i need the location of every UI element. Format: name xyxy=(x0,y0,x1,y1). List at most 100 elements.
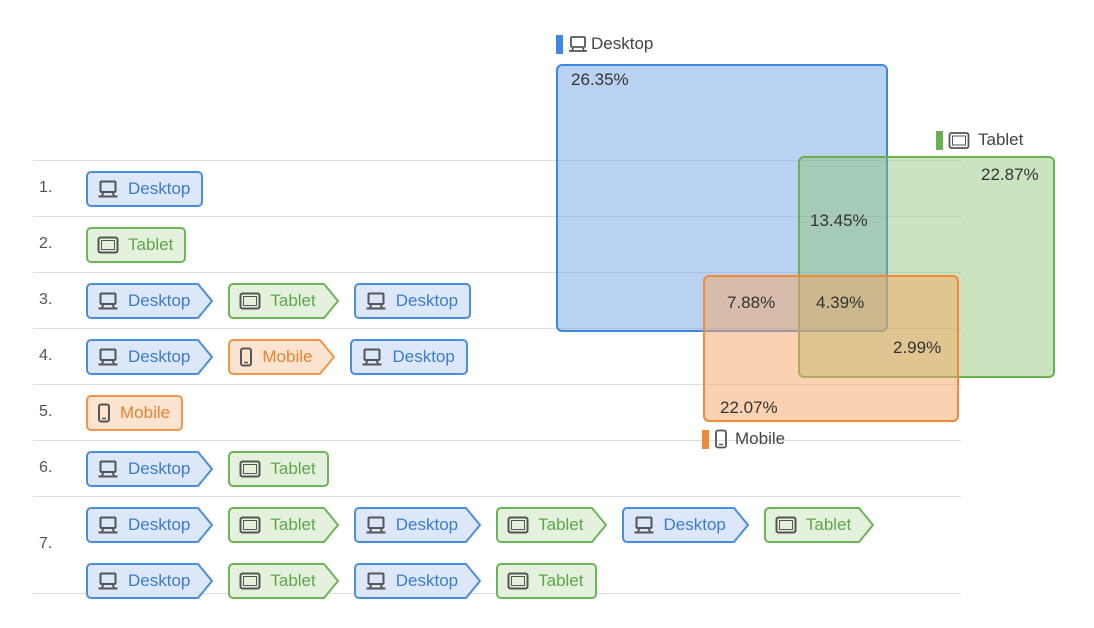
path-step-tablet[interactable]: Tablet xyxy=(496,507,607,543)
path-row-number: 4. xyxy=(39,346,53,364)
path-steps: Desktop Tablet Desktop Tablet Desktop Tablet D… xyxy=(86,507,956,599)
path-step-tablet[interactable]: Tablet xyxy=(228,283,339,319)
tablet-icon xyxy=(239,459,261,479)
step-arrow-tip xyxy=(195,507,214,543)
venn-mobile-only-pct: 22.07% xyxy=(720,398,778,417)
venn-label-mobile-text: Mobile xyxy=(735,429,786,448)
path-step-label: Tablet xyxy=(270,571,316,590)
step-arrow-tip xyxy=(320,283,339,319)
mobile-phone-icon xyxy=(239,347,253,367)
path-step-desktop[interactable]: Desktop xyxy=(86,283,214,319)
path-step-label: Mobile xyxy=(120,403,171,422)
path-step-label: Desktop xyxy=(395,571,459,590)
path-step-desktop[interactable]: Desktop xyxy=(353,283,472,319)
path-row-number: 5. xyxy=(39,402,53,420)
path-steps: Mobile xyxy=(86,395,184,431)
mobile-phone-icon xyxy=(714,429,728,449)
path-steps: Desktop Tablet xyxy=(86,451,329,487)
path-steps: Tablet xyxy=(86,227,187,263)
venn-desktop-mobile-pct: 7.88% xyxy=(727,293,776,312)
venn-all-three-pct: 4.39% xyxy=(816,293,865,312)
path-row-number: 7. xyxy=(39,535,53,552)
path-step-label: Desktop xyxy=(395,291,459,310)
tablet-icon xyxy=(507,571,529,591)
venn-desktop-only-pct: 26.35% xyxy=(571,70,629,89)
desktop-icon xyxy=(365,515,387,535)
tablet-icon xyxy=(775,515,797,535)
path-step-mobile[interactable]: Mobile xyxy=(86,395,184,431)
venn-tablet-mobile-pct: 2.99% xyxy=(893,338,942,357)
path-row: 5. Mobile xyxy=(33,384,961,440)
path-step-label: Desktop xyxy=(128,347,191,366)
step-arrow-tip xyxy=(320,507,339,543)
path-step-label: Desktop xyxy=(128,515,191,534)
desktop-icon xyxy=(365,291,387,311)
path-step-desktop[interactable]: Desktop xyxy=(86,507,214,543)
device-path-table: 1. Desktop 2. Tablet 3. Desktop Tablet Desktop 4… xyxy=(33,160,961,599)
path-row-number: 6. xyxy=(39,458,53,476)
path-step-mobile[interactable]: Mobile xyxy=(228,339,336,375)
venn-label-desktop: Desktop xyxy=(556,34,653,54)
tablet-icon xyxy=(239,571,261,591)
path-step-tablet[interactable]: Tablet xyxy=(228,451,329,487)
path-step-desktop[interactable]: Desktop xyxy=(350,339,468,375)
desktop-icon xyxy=(97,459,119,479)
venn-label-tablet-text: Tablet xyxy=(978,130,1024,149)
path-step-label: Desktop xyxy=(392,347,455,366)
tablet-icon xyxy=(97,235,119,255)
path-step-desktop[interactable]: Desktop xyxy=(86,339,214,375)
path-step-desktop[interactable]: Desktop xyxy=(86,451,214,487)
venn-label-mobile: Mobile xyxy=(702,429,785,449)
desktop-icon xyxy=(633,515,655,535)
path-row-number: 2. xyxy=(39,234,53,252)
path-row: 3. Desktop Tablet Desktop xyxy=(33,272,961,328)
tablet-icon xyxy=(239,291,261,311)
path-step-tablet[interactable]: Tablet xyxy=(763,507,875,543)
desktop-icon xyxy=(97,347,119,367)
path-step-desktop[interactable]: Desktop xyxy=(353,563,482,599)
step-arrow-tip xyxy=(730,507,749,543)
path-step-label: Desktop xyxy=(663,515,726,534)
path-step-tablet[interactable]: Tablet xyxy=(86,227,187,263)
path-step-tablet[interactable]: Tablet xyxy=(496,563,597,599)
path-step-label: Mobile xyxy=(262,347,313,366)
step-arrow-tip xyxy=(588,507,607,543)
step-arrow-tip xyxy=(856,507,875,543)
path-step-label: Tablet xyxy=(270,291,316,310)
venn-mobile-box xyxy=(703,275,959,422)
step-arrow-tip xyxy=(195,339,214,375)
path-row-number: 3. xyxy=(39,290,53,308)
path-step-label: Tablet xyxy=(128,235,174,254)
path-step-label: Tablet xyxy=(270,515,316,534)
path-step-desktop[interactable]: Desktop xyxy=(621,507,749,543)
path-step-label: Desktop xyxy=(128,179,191,198)
tablet-icon xyxy=(507,515,529,535)
path-step-tablet[interactable]: Tablet xyxy=(228,563,339,599)
path-step-desktop[interactable]: Desktop xyxy=(86,171,204,207)
path-step-label: Desktop xyxy=(128,291,191,310)
path-step-desktop[interactable]: Desktop xyxy=(353,507,482,543)
venn-tablet-only-pct: 22.87% xyxy=(981,165,1039,184)
step-arrow-tip xyxy=(317,339,336,375)
tablet-icon xyxy=(948,131,970,150)
path-step-label: Desktop xyxy=(128,459,191,478)
tablet-color-swatch xyxy=(936,130,943,150)
desktop-icon xyxy=(97,179,119,199)
path-row: 4. Desktop Mobile Desktop xyxy=(33,328,961,384)
path-step-label: Tablet xyxy=(805,515,852,534)
desktop-icon xyxy=(568,35,588,54)
mobile-color-swatch xyxy=(702,429,709,449)
path-row: 7. Desktop Tablet Desktop Tablet Desktop Table… xyxy=(33,496,961,599)
path-steps: Desktop Mobile Desktop xyxy=(86,339,468,375)
mobile-phone-icon xyxy=(97,403,111,423)
path-step-desktop[interactable]: Desktop xyxy=(86,563,214,599)
path-step-label: Desktop xyxy=(128,571,191,590)
step-arrow-tip xyxy=(195,451,214,487)
step-arrow-tip xyxy=(463,507,482,543)
path-steps: Desktop Tablet Desktop xyxy=(86,283,472,319)
path-step-tablet[interactable]: Tablet xyxy=(228,507,339,543)
venn-desktop-tablet-pct: 13.45% xyxy=(810,211,868,230)
desktop-icon xyxy=(97,571,119,591)
step-arrow-tip xyxy=(195,283,214,319)
desktop-icon xyxy=(97,515,119,535)
